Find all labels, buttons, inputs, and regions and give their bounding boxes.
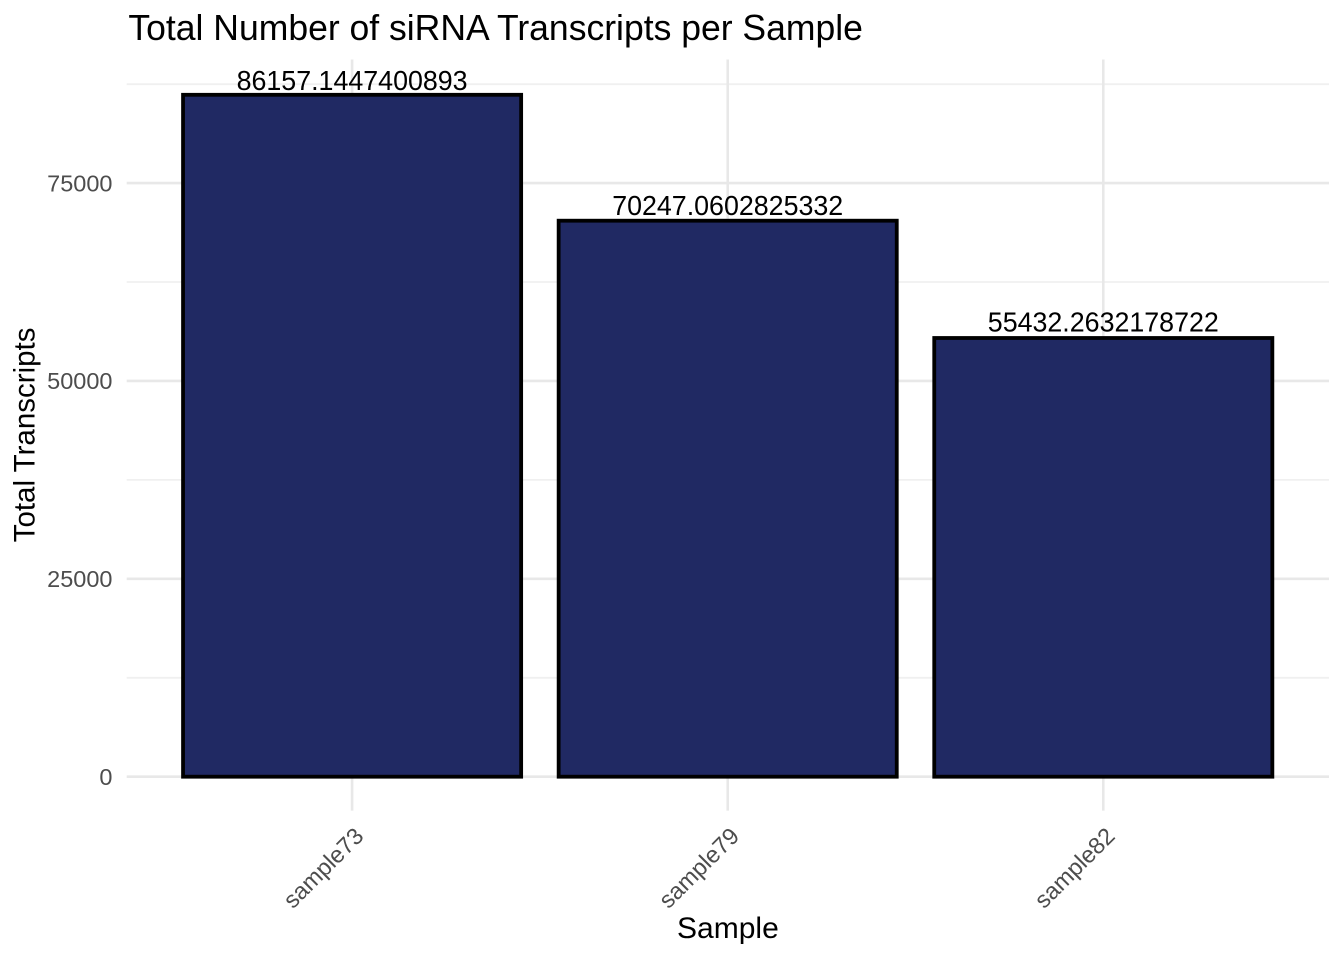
svg-text:55432.2632178722: 55432.2632178722 — [988, 307, 1219, 338]
svg-text:Sample: Sample — [677, 912, 779, 945]
svg-text:75000: 75000 — [47, 170, 112, 196]
svg-text:86157.1447400893: 86157.1447400893 — [237, 65, 468, 96]
svg-text:0: 0 — [99, 764, 112, 790]
svg-text:50000: 50000 — [47, 368, 112, 394]
svg-text:25000: 25000 — [47, 566, 112, 592]
svg-text:Total Transcripts: Total Transcripts — [9, 328, 42, 543]
svg-text:Total Number of siRNA Transcri: Total Number of siRNA Transcripts per Sa… — [128, 7, 863, 48]
svg-text:70247.0602825332: 70247.0602825332 — [612, 190, 843, 221]
